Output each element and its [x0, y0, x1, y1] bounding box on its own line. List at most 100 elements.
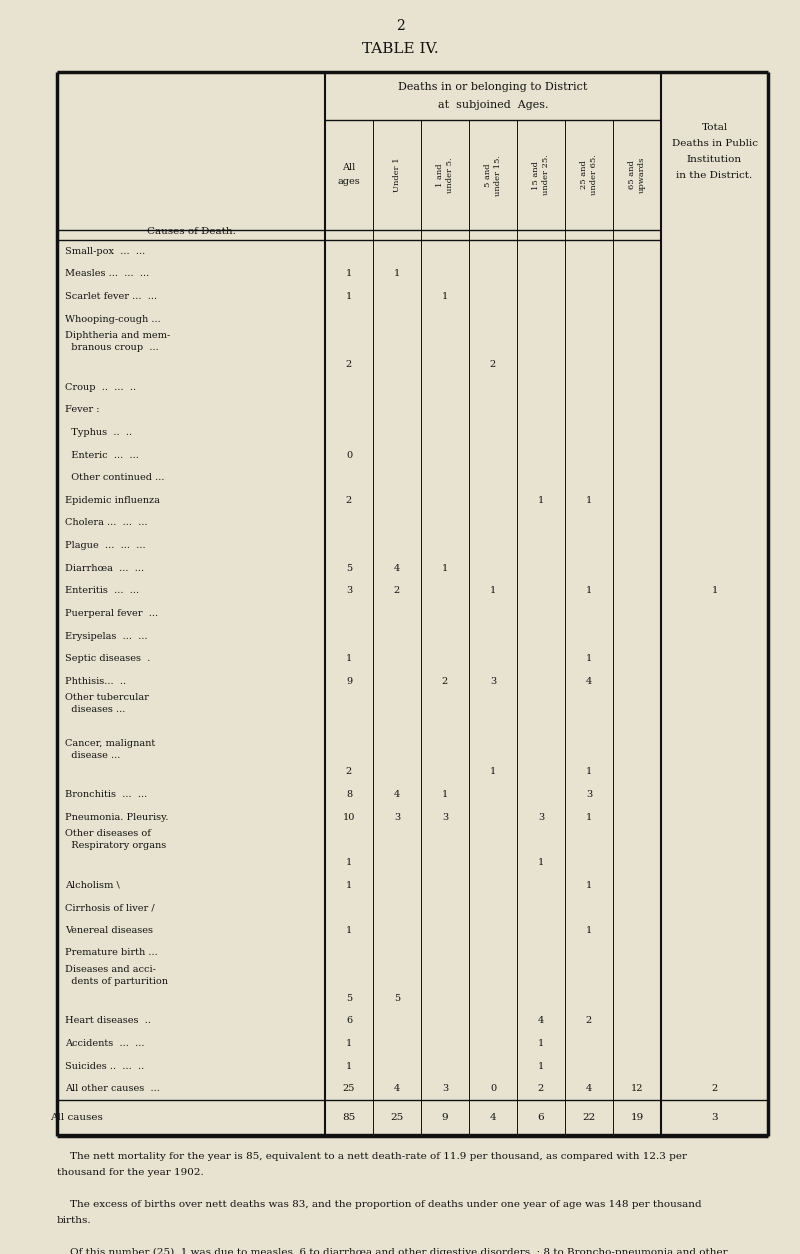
Text: 1: 1: [442, 563, 448, 573]
Text: 1: 1: [442, 292, 448, 301]
Text: 3: 3: [442, 1085, 448, 1093]
Text: TABLE IV.: TABLE IV.: [362, 41, 438, 56]
Text: 2: 2: [586, 1016, 592, 1026]
Text: branous croup  ...: branous croup ...: [65, 344, 158, 352]
Text: Other tubercular: Other tubercular: [65, 693, 149, 702]
Text: 5: 5: [394, 993, 400, 1003]
Text: 6: 6: [346, 1016, 352, 1026]
Text: Respiratory organs: Respiratory organs: [65, 841, 166, 850]
Text: 1: 1: [346, 1038, 352, 1048]
Text: 9: 9: [442, 1114, 448, 1122]
Text: Puerperal fever  ...: Puerperal fever ...: [65, 609, 158, 618]
Text: 1: 1: [346, 292, 352, 301]
Text: at  subjoined  Ages.: at subjoined Ages.: [438, 100, 548, 110]
Text: Diphtheria and mem-: Diphtheria and mem-: [65, 331, 170, 340]
Text: 1: 1: [490, 767, 496, 776]
Text: 3: 3: [538, 813, 544, 821]
Text: Septic diseases  .: Septic diseases .: [65, 655, 150, 663]
Text: Pneumonia. Pleurisy.: Pneumonia. Pleurisy.: [65, 813, 169, 821]
Text: dents of parturition: dents of parturition: [65, 977, 168, 986]
Text: 0: 0: [346, 450, 352, 459]
Text: 1: 1: [586, 495, 592, 505]
Text: 6: 6: [538, 1114, 544, 1122]
Text: 1: 1: [586, 880, 592, 889]
Text: 3: 3: [442, 813, 448, 821]
Text: Diseases and acci-: Diseases and acci-: [65, 966, 156, 974]
Text: 4: 4: [586, 677, 592, 686]
Text: 5: 5: [346, 993, 352, 1003]
Text: 2: 2: [346, 495, 352, 505]
Text: Bronchitis  ...  ...: Bronchitis ... ...: [65, 790, 147, 799]
Text: Of this number (25), 1 was due to measles, 6 to diarrhœa and other digestive dis: Of this number (25), 1 was due to measle…: [57, 1248, 728, 1254]
Text: 1: 1: [442, 790, 448, 799]
Text: Other diseases of: Other diseases of: [65, 829, 151, 838]
Text: 1: 1: [394, 270, 400, 278]
Text: Scarlet fever ...  ...: Scarlet fever ... ...: [65, 292, 157, 301]
Text: Deaths in or belonging to District: Deaths in or belonging to District: [398, 82, 588, 92]
Text: Plague  ...  ...  ...: Plague ... ... ...: [65, 540, 146, 551]
Text: 1: 1: [538, 858, 544, 867]
Text: Enteric  ...  ...: Enteric ... ...: [65, 450, 139, 459]
Text: Typhus  ..  ..: Typhus .. ..: [65, 428, 132, 436]
Text: Epidemic influenza: Epidemic influenza: [65, 495, 160, 505]
Text: 1 and
under 5.: 1 and under 5.: [437, 157, 454, 193]
Text: Premature birth ...: Premature birth ...: [65, 948, 158, 957]
Text: 1: 1: [346, 655, 352, 663]
Text: 1: 1: [346, 1062, 352, 1071]
Text: Erysipelas  ...  ...: Erysipelas ... ...: [65, 632, 148, 641]
Text: Small-pox  ...  ...: Small-pox ... ...: [65, 247, 146, 256]
Text: 1: 1: [346, 925, 352, 934]
Text: Heart diseases  ..: Heart diseases ..: [65, 1016, 151, 1026]
Text: Causes of Death.: Causes of Death.: [146, 227, 235, 236]
Text: Cirrhosis of liver /: Cirrhosis of liver /: [65, 903, 154, 912]
Text: Whooping-cough ...: Whooping-cough ...: [65, 315, 161, 324]
Text: 4: 4: [394, 1085, 400, 1093]
Text: Croup  ..  ...  ..: Croup .. ... ..: [65, 382, 136, 391]
Text: 85: 85: [342, 1114, 356, 1122]
Text: diseases ...: diseases ...: [65, 706, 126, 715]
Text: Accidents  ...  ...: Accidents ... ...: [65, 1038, 145, 1048]
Text: Suicides ..  ...  ..: Suicides .. ... ..: [65, 1062, 144, 1071]
Text: births.: births.: [57, 1216, 92, 1225]
Text: 25 and
under 65.: 25 and under 65.: [581, 154, 598, 196]
Text: ages: ages: [338, 178, 360, 187]
Text: 1: 1: [586, 767, 592, 776]
Text: Cholera ...  ...  ...: Cholera ... ... ...: [65, 518, 148, 528]
Text: thousand for the year 1902.: thousand for the year 1902.: [57, 1167, 204, 1178]
Text: 2: 2: [711, 1085, 718, 1093]
Text: 3: 3: [394, 813, 400, 821]
Text: 2: 2: [490, 360, 496, 369]
Text: Cancer, malignant: Cancer, malignant: [65, 739, 155, 747]
Text: 1: 1: [586, 925, 592, 934]
Text: 4: 4: [586, 1085, 592, 1093]
Text: 2: 2: [396, 19, 404, 33]
Text: 3: 3: [346, 587, 352, 596]
Text: 1: 1: [711, 587, 718, 596]
Text: 4: 4: [490, 1114, 496, 1122]
Text: 5 and
under 15.: 5 and under 15.: [485, 154, 502, 196]
Text: 10: 10: [343, 813, 355, 821]
Text: 1: 1: [538, 1038, 544, 1048]
Text: 2: 2: [346, 767, 352, 776]
Text: 4: 4: [538, 1016, 544, 1026]
Text: 0: 0: [490, 1085, 496, 1093]
Text: 3: 3: [586, 790, 592, 799]
Text: Diarrhœa  ...  ...: Diarrhœa ... ...: [65, 563, 144, 573]
Text: 1: 1: [538, 495, 544, 505]
Text: 19: 19: [630, 1114, 644, 1122]
Text: 2: 2: [346, 360, 352, 369]
Text: Total: Total: [702, 123, 728, 132]
Text: All causes: All causes: [50, 1114, 103, 1122]
Text: 1: 1: [490, 587, 496, 596]
Text: Measles ...  ...  ...: Measles ... ... ...: [65, 270, 150, 278]
Text: Alcholism \: Alcholism \: [65, 880, 120, 889]
Text: 65 and
upwards: 65 and upwards: [629, 157, 646, 193]
Text: Venereal diseases: Venereal diseases: [65, 925, 153, 934]
Text: 1: 1: [586, 655, 592, 663]
Text: The excess of births over nett deaths was 83, and the proportion of deaths under: The excess of births over nett deaths wa…: [57, 1200, 702, 1209]
Text: 25: 25: [390, 1114, 404, 1122]
Text: 1: 1: [538, 1062, 544, 1071]
Text: 2: 2: [394, 587, 400, 596]
Text: 12: 12: [630, 1085, 643, 1093]
Text: 5: 5: [346, 563, 352, 573]
